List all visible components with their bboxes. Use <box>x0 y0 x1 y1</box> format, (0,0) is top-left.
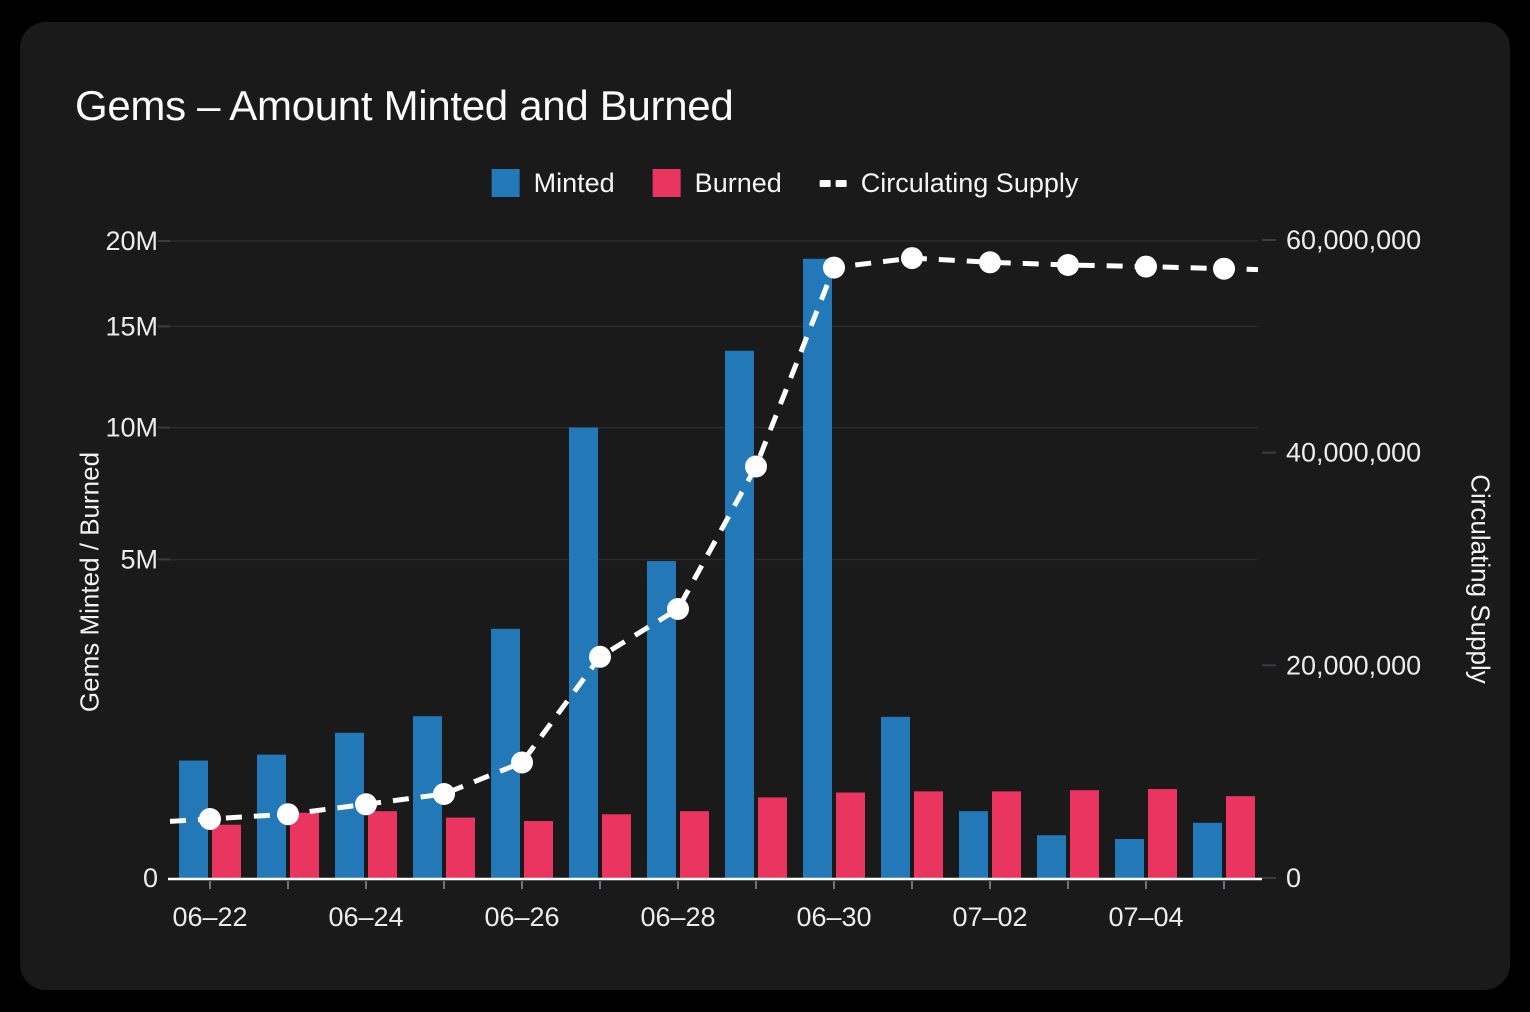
supply-point[interactable] <box>823 256 845 279</box>
burned-bar[interactable] <box>446 817 475 878</box>
legend: Minted Burned Circulating Supply <box>491 166 1079 200</box>
burned-bar[interactable] <box>368 811 397 878</box>
left-axis-tick-label: 0 <box>143 863 158 893</box>
supply-point[interactable] <box>1057 254 1079 276</box>
burned-bar[interactable] <box>836 792 865 878</box>
burned-bar[interactable] <box>524 821 553 878</box>
x-axis-tick-label: 07–02 <box>952 902 1027 932</box>
supply-point[interactable] <box>199 808 221 830</box>
right-axis-tick-label: 0 <box>1286 863 1301 893</box>
supply-point[interactable] <box>979 251 1001 274</box>
right-axis-tick-label: 20,000,000 <box>1286 650 1421 680</box>
minted-bar[interactable] <box>1193 822 1222 878</box>
minted-bar[interactable] <box>725 350 754 878</box>
supply-point[interactable] <box>745 455 767 478</box>
supply-point[interactable] <box>1135 255 1157 278</box>
legend-label-minted: Minted <box>533 167 615 198</box>
supply-point[interactable] <box>277 803 299 826</box>
burned-bar[interactable] <box>1226 796 1255 878</box>
right-axis-tick-label: 60,000,000 <box>1286 225 1421 255</box>
left-axis-tick-label: 5M <box>120 545 158 575</box>
burned-bar[interactable] <box>680 811 709 878</box>
left-axis-tick-label: 15M <box>105 311 158 341</box>
supply-point[interactable] <box>511 751 533 774</box>
burned-bar[interactable] <box>758 797 787 878</box>
x-axis-tick-label: 06–24 <box>328 902 403 932</box>
supply-point[interactable] <box>901 247 923 270</box>
x-axis-tick-label: 07–04 <box>1108 902 1183 932</box>
supply-point[interactable] <box>433 783 455 805</box>
legend-item-minted[interactable]: Minted <box>491 167 615 199</box>
supply-point[interactable] <box>1213 257 1235 280</box>
minted-bar[interactable] <box>803 258 832 878</box>
left-axis-tick-label: 20M <box>105 226 158 256</box>
x-axis-tick-label: 06–22 <box>172 902 247 932</box>
dashed-line-icon <box>819 179 847 187</box>
minted-bar[interactable] <box>881 716 910 878</box>
supply-point[interactable] <box>355 793 377 816</box>
minted-bar[interactable] <box>491 628 520 878</box>
burned-bar[interactable] <box>602 814 631 878</box>
right-axis-tick-label: 40,000,000 <box>1286 438 1421 468</box>
burned-bar[interactable] <box>1148 789 1177 878</box>
minted-bar[interactable] <box>1115 838 1144 878</box>
burned-bar[interactable] <box>212 824 241 878</box>
minted-swatch-icon <box>491 169 520 197</box>
legend-item-burned[interactable]: Burned <box>652 167 782 199</box>
burned-bar[interactable] <box>1070 790 1099 878</box>
minted-bar[interactable] <box>959 811 988 878</box>
chart-title: Gems – Amount Minted and Burned <box>75 82 734 129</box>
left-axis-tick-label: 10M <box>105 413 158 443</box>
supply-line <box>169 255 1259 824</box>
legend-label-circulating-supply: Circulating Supply <box>860 167 1079 198</box>
supply-point[interactable] <box>589 645 611 668</box>
burned-bar[interactable] <box>914 791 943 878</box>
burned-bar[interactable] <box>992 791 1021 878</box>
legend-item-circulating-supply[interactable]: Circulating Supply <box>819 167 1079 199</box>
x-axis-tick-label: 06–30 <box>796 902 871 932</box>
x-axis-tick-label: 06–28 <box>640 902 715 932</box>
burned-swatch-icon <box>652 169 681 197</box>
burned-bar[interactable] <box>290 812 319 878</box>
legend-label-burned: Burned <box>694 167 782 198</box>
minted-bar[interactable] <box>1037 835 1066 878</box>
supply-point[interactable] <box>667 598 689 620</box>
x-axis-tick-label: 06–26 <box>484 902 559 932</box>
